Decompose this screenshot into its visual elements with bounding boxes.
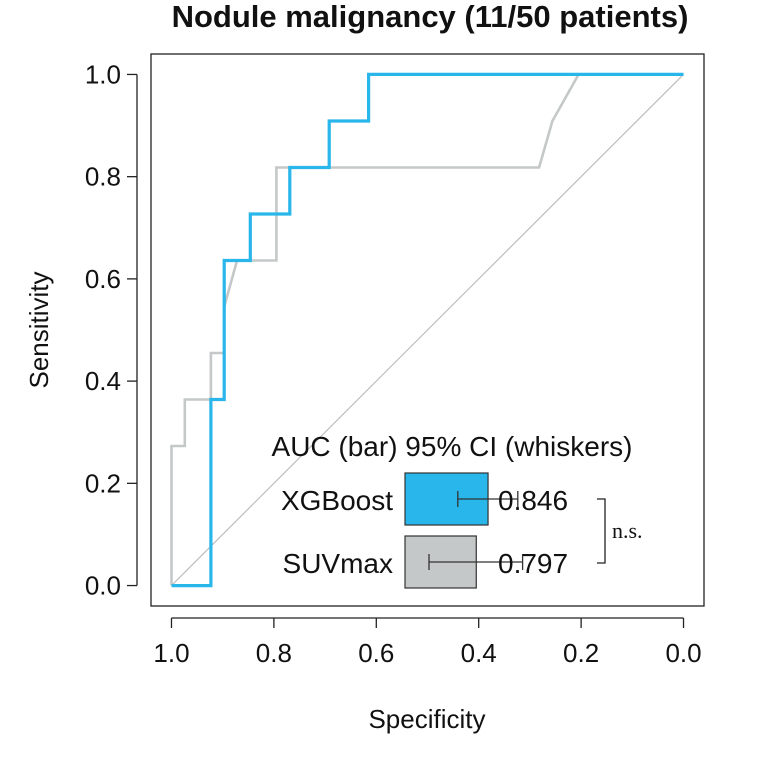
significance-label: n.s. xyxy=(612,518,643,543)
x-tick-label: 1.0 xyxy=(153,638,189,668)
auc-bars: XGBoost 0.846 SUVmax 0.797 xyxy=(281,472,568,589)
x-axis: 1.0 0.8 0.6 0.4 0.2 0.0 xyxy=(153,617,702,668)
y-tick-label: 1.0 xyxy=(85,59,121,89)
y-tick-label: 0.4 xyxy=(85,366,121,396)
auc-value-suvmax: 0.797 xyxy=(498,548,568,579)
inset-label-suvmax: SUVmax xyxy=(283,548,393,579)
y-tick-label: 0.8 xyxy=(85,162,121,192)
y-axis: 0.0 0.2 0.4 0.6 0.8 1.0 xyxy=(85,59,138,601)
y-tick-label: 0.0 xyxy=(85,571,121,601)
y-tick-label: 0.2 xyxy=(85,468,121,498)
y-axis-title: Sensitivity xyxy=(24,271,54,388)
inset-label-xgboost: XGBoost xyxy=(281,485,393,516)
roc-curves xyxy=(170,72,684,588)
y-tick-label: 0.6 xyxy=(85,264,121,294)
auc-inset: AUC (bar) 95% CI (whiskers) XGBoost 0.846… xyxy=(272,431,643,589)
plot-frame xyxy=(150,53,705,607)
x-axis-title: Specificity xyxy=(368,704,485,734)
significance-bracket xyxy=(597,498,606,564)
x-tick-label: 0.2 xyxy=(563,638,599,668)
x-tick-label: 0.4 xyxy=(461,638,497,668)
reference-diagonal xyxy=(171,74,684,586)
x-tick-label: 0.0 xyxy=(665,638,701,668)
x-tick-label: 0.8 xyxy=(256,638,292,668)
x-tick-label: 0.6 xyxy=(358,638,394,668)
roc-curve-xgboost xyxy=(171,72,684,588)
auc-value-xgboost: 0.846 xyxy=(498,485,568,516)
chart-title: Nodule malignancy (11/50 patients) xyxy=(172,0,689,34)
inset-title: AUC (bar) 95% CI (whiskers) xyxy=(272,431,633,462)
